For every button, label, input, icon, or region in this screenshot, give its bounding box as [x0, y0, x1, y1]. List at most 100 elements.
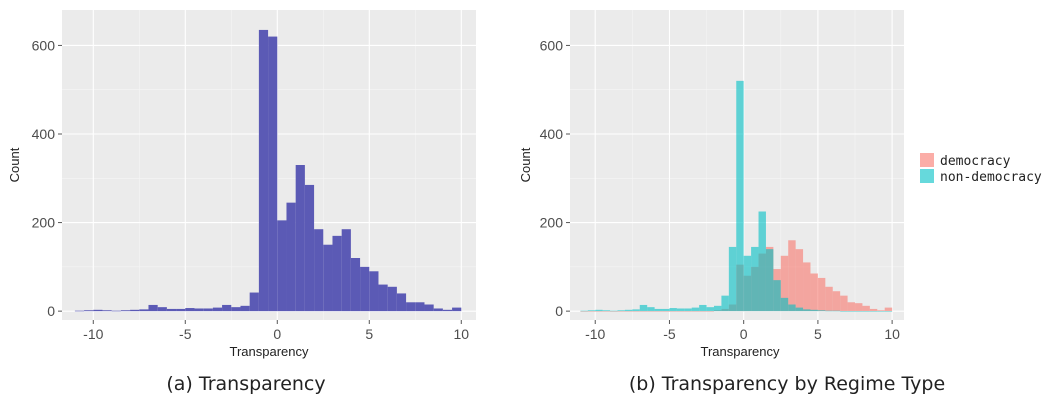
histogram-bar	[721, 295, 729, 312]
histogram-bar	[602, 310, 611, 312]
histogram-bar	[610, 310, 618, 312]
histogram-bar	[780, 297, 789, 312]
histogram-bar	[396, 293, 407, 312]
histogram-bar	[862, 305, 870, 312]
histogram-bar	[676, 311, 685, 312]
histogram-bar	[595, 311, 603, 312]
histogram-bar	[360, 266, 370, 312]
histogram-bar	[111, 310, 121, 312]
histogram-bar	[639, 311, 648, 312]
histogram-bar	[341, 229, 351, 312]
histogram-bar	[884, 307, 893, 312]
histogram-bar	[877, 310, 885, 312]
histogram-bar	[654, 308, 663, 312]
histogram-bar	[378, 284, 388, 312]
legend-swatch-democracy	[920, 153, 934, 167]
histogram-bar	[249, 292, 259, 312]
histogram-bar	[93, 309, 103, 312]
y-tick-label: 600	[540, 37, 564, 53]
histogram-bar	[406, 302, 416, 312]
x-tick-label: 10	[453, 326, 469, 342]
histogram-bar	[758, 211, 766, 312]
y-tick-label: 0	[555, 303, 563, 319]
histogram-bar	[884, 311, 893, 312]
histogram-bar	[877, 311, 885, 312]
histogram-bar	[795, 307, 804, 312]
y-tick-label: 400	[540, 126, 564, 142]
y-axis-title: Count	[518, 147, 533, 182]
histogram-bar	[869, 308, 878, 312]
histogram-bar	[587, 311, 596, 312]
histogram-bar	[803, 309, 811, 312]
histogram-bar	[773, 280, 781, 312]
histogram-bar	[424, 304, 434, 312]
histogram-bar	[728, 246, 737, 312]
histogram-bars	[74, 29, 462, 312]
histogram-bar	[580, 311, 588, 312]
histogram-bar	[713, 305, 722, 312]
histogram-bar	[847, 302, 856, 312]
histogram-bar	[788, 240, 796, 312]
histogram-bar	[817, 310, 826, 312]
caption-a: (a) Transparency	[166, 373, 325, 395]
x-tick-label: -10	[585, 326, 605, 342]
y-axis-title: Count	[7, 147, 22, 182]
x-tick-label: -5	[179, 326, 192, 342]
histogram-bar	[803, 262, 811, 312]
histogram-bar	[639, 304, 648, 312]
histogram-bar	[139, 309, 149, 312]
histogram-bar	[632, 311, 640, 312]
x-tick-label: 5	[814, 326, 822, 342]
histogram-bar	[323, 244, 333, 312]
legend: democracy non-democracy	[920, 153, 1042, 185]
x-tick-label: 0	[273, 326, 281, 342]
histogram-bar	[332, 235, 342, 312]
x-tick-label: 0	[740, 326, 748, 342]
histogram-bar	[350, 258, 361, 312]
x-tick-label: 5	[365, 326, 373, 342]
y-tick-label: 0	[47, 303, 55, 319]
histogram-bar	[699, 304, 707, 312]
histogram-bar	[595, 309, 603, 312]
histogram-bar	[751, 246, 759, 312]
histogram-bar	[452, 307, 462, 312]
x-axis-title: Transparency	[701, 344, 780, 359]
histogram-bar	[691, 311, 700, 312]
histogram-bar	[185, 308, 195, 312]
histogram-bar	[624, 309, 633, 312]
x-tick-label: -10	[83, 326, 103, 342]
histogram-bar	[433, 308, 443, 312]
histogram-bar	[840, 311, 848, 312]
histogram-bar	[157, 307, 167, 312]
histogram-bar	[832, 291, 841, 312]
histogram-bar	[706, 307, 714, 312]
x-axis-ticks: -10 -5 0 5 10	[585, 320, 900, 342]
histogram-bar	[304, 184, 315, 312]
histogram-bar	[314, 229, 324, 312]
histogram-bar	[817, 277, 826, 312]
y-tick-label: 600	[32, 37, 56, 53]
histogram-bar	[617, 311, 625, 312]
histogram-bar	[855, 311, 863, 312]
histogram-bar	[369, 271, 379, 312]
histogram-bar	[176, 308, 186, 312]
histogram-bar	[415, 302, 425, 312]
histogram-bar	[647, 311, 655, 312]
histogram-bar	[855, 303, 863, 312]
histogram-bar	[222, 304, 232, 312]
histogram-bar	[699, 311, 707, 312]
histogram-bar	[810, 273, 818, 312]
histogram-bar	[587, 310, 596, 312]
histogram-bar	[684, 311, 692, 312]
histogram-bar	[632, 309, 640, 312]
histogram-bar	[869, 311, 878, 312]
histogram-bar	[691, 307, 700, 312]
caption-b: (b) Transparency by Regime Type	[629, 373, 945, 395]
histogram-bar	[662, 311, 670, 312]
histogram-bar	[765, 249, 774, 312]
histogram-bar	[825, 286, 833, 312]
histogram-bar	[580, 310, 588, 312]
histogram-bar	[780, 255, 789, 312]
